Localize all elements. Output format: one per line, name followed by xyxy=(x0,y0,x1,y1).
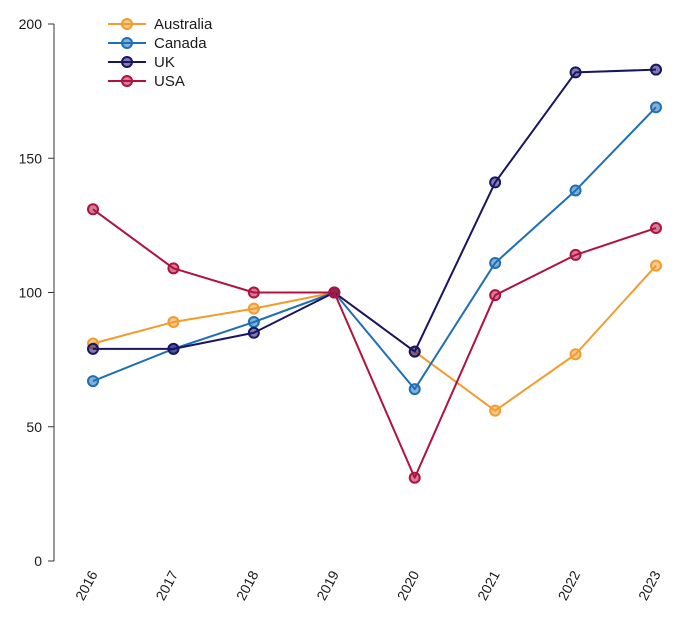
legend-item: Australia xyxy=(108,16,213,33)
series-line xyxy=(92,208,657,479)
x-tick-label: 2016 xyxy=(72,568,101,603)
legend-label: Australia xyxy=(154,16,213,33)
legend-item: USA xyxy=(108,73,185,90)
x-tick-label: 2022 xyxy=(554,568,583,603)
data-point xyxy=(167,316,180,329)
data-point xyxy=(247,316,260,329)
data-point xyxy=(650,101,662,114)
series-line xyxy=(92,264,657,412)
x-axis: 2016 2017 2018 2019 2020 2021 2022 2023 xyxy=(72,568,664,603)
data-point xyxy=(569,184,582,197)
y-tick-label: 0 xyxy=(34,553,42,569)
data-point xyxy=(167,342,180,355)
data-point xyxy=(408,383,421,396)
data-point xyxy=(247,286,260,299)
data-point xyxy=(650,63,662,76)
data-point xyxy=(569,248,582,261)
y-tick-label: 50 xyxy=(26,419,42,435)
data-point xyxy=(489,256,502,269)
data-point xyxy=(408,471,421,484)
legend-item: Canada xyxy=(108,35,207,52)
x-tick-label: 2021 xyxy=(474,568,503,603)
y-tick-label: 150 xyxy=(19,150,43,166)
x-tick-label: 2020 xyxy=(394,568,423,603)
y-tick-label: 200 xyxy=(19,16,43,32)
x-tick-label: 2019 xyxy=(313,568,342,603)
legend-marker xyxy=(121,18,133,30)
data-point xyxy=(489,404,502,417)
y-axis: 0 50 100 150 200 xyxy=(19,16,55,569)
data-point xyxy=(489,176,502,189)
y-tick-label: 100 xyxy=(19,285,43,301)
legend-label: USA xyxy=(154,73,185,90)
data-point xyxy=(328,286,341,299)
x-tick-label: 2017 xyxy=(152,568,181,603)
legend-marker xyxy=(121,56,133,68)
data-point xyxy=(247,302,260,315)
legend-marker xyxy=(121,37,133,49)
data-point xyxy=(569,66,582,79)
series-canada xyxy=(87,101,662,396)
series-layer xyxy=(87,63,662,484)
legend-label: UK xyxy=(154,54,175,71)
data-point xyxy=(650,259,662,272)
legend-label: Canada xyxy=(154,35,207,52)
data-point xyxy=(650,222,662,235)
series-uk xyxy=(87,63,662,358)
series-line xyxy=(92,106,657,391)
data-point xyxy=(167,262,180,275)
x-tick-label: 2023 xyxy=(635,568,664,603)
data-point xyxy=(87,342,99,355)
legend-item: UK xyxy=(108,54,175,71)
data-point xyxy=(489,289,502,302)
x-tick-label: 2018 xyxy=(233,568,262,603)
data-point xyxy=(569,348,582,361)
series-line xyxy=(93,68,657,353)
series-usa xyxy=(87,203,662,484)
data-point xyxy=(87,375,99,388)
data-point xyxy=(87,203,99,216)
legend-marker xyxy=(121,75,133,87)
legend: Australia Canada UK USA xyxy=(108,16,213,90)
series-australia xyxy=(87,259,662,417)
data-point xyxy=(408,345,421,358)
data-point xyxy=(247,326,260,339)
